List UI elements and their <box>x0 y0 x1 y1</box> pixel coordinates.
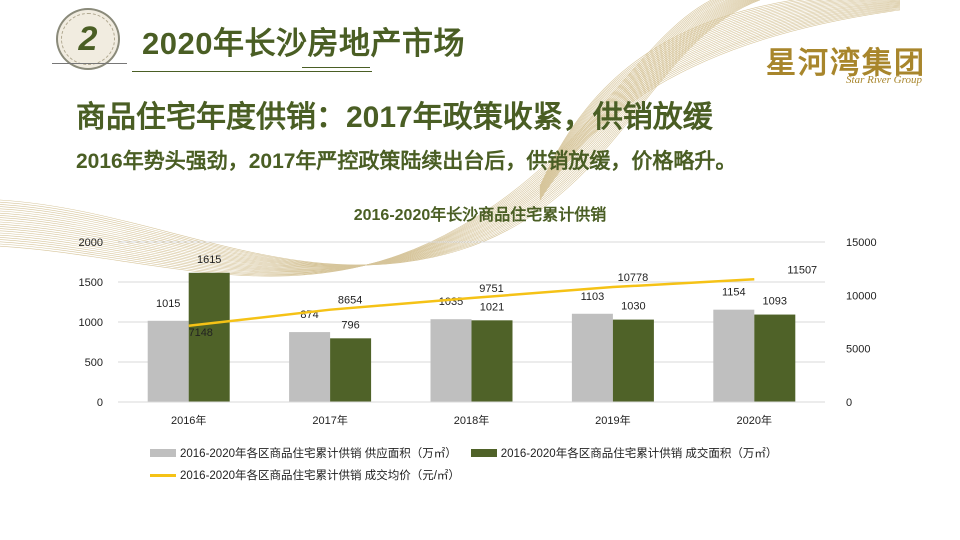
data-label-price: 8654 <box>338 295 362 307</box>
x-axis-label: 2018年 <box>454 413 489 427</box>
bar-supply <box>147 320 189 402</box>
subheadline: 2016年势头强劲，2017年严控政策陆续出台后，供销放缓，价格略升。 <box>76 150 737 173</box>
badge-ring <box>61 13 115 65</box>
right-axis-tick: 0 <box>846 397 852 409</box>
headline: 商品住宅年度供销：2017年政策收紧，供销放缓 <box>76 101 713 134</box>
chart-legend: 2016-2020年各区商品住宅累计供销 供应面积（万㎡） 2016-2020年… <box>150 442 791 486</box>
company-logo: 星河湾集团 Star River Group <box>700 38 950 94</box>
left-axis-tick: 0 <box>97 397 103 409</box>
bar-sales <box>330 338 372 402</box>
bar-supply <box>289 332 331 402</box>
data-label-sales: 1615 <box>197 254 221 266</box>
left-axis-tick: 500 <box>85 357 103 369</box>
bar-sales <box>754 314 796 402</box>
page-title: 2020年长沙房地产市场 <box>142 26 465 61</box>
section-badge: 2 <box>56 8 120 70</box>
legend-swatch-gray <box>150 449 176 457</box>
data-label-price: 11507 <box>787 264 817 276</box>
data-label-supply: 1103 <box>581 291 605 303</box>
legend-item-supply: 2016-2020年各区商品住宅累计供销 供应面积（万㎡） <box>150 445 457 461</box>
legend-label: 2016-2020年各区商品住宅累计供销 成交均价（元/㎡） <box>180 470 460 482</box>
title-underline-accent <box>302 67 370 68</box>
data-label-supply: 1015 <box>156 298 180 310</box>
logo-text-en: Star River Group <box>846 74 922 86</box>
bar-sales <box>612 319 654 402</box>
section-number: 2 <box>78 19 98 58</box>
legend-label: 2016-2020年各区商品住宅累计供销 供应面积（万㎡） <box>180 448 457 460</box>
title-underline <box>132 71 372 72</box>
left-axis-tick: 1000 <box>79 317 103 329</box>
price-line <box>188 278 755 327</box>
data-label-sales: 1021 <box>480 301 504 313</box>
legend-item-sales: 2016-2020年各区商品住宅累计供销 成交面积（万㎡） <box>470 445 778 461</box>
chart-title: 2016-2020年长沙商品住宅累计供销 <box>353 207 607 224</box>
bar-supply <box>430 319 472 402</box>
data-label-price: 7148 <box>188 327 212 339</box>
x-axis-label: 2016年 <box>171 413 206 427</box>
left-axis-tick: 2000 <box>79 237 103 249</box>
right-axis-tick: 5000 <box>846 344 870 356</box>
bar-supply <box>713 309 755 402</box>
right-axis-tick: 10000 <box>846 290 877 302</box>
data-label-sales: 1030 <box>621 301 645 313</box>
legend-item-price: 2016-2020年各区商品住宅累计供销 成交均价（元/㎡） <box>150 467 460 483</box>
badge-underline <box>52 63 127 64</box>
logo-text-cn: 星河湾集团 <box>766 46 926 81</box>
bar-supply <box>571 313 613 402</box>
data-label-supply: 1154 <box>722 287 746 299</box>
bar-sales <box>188 272 230 402</box>
right-axis-tick: 15000 <box>846 237 877 249</box>
legend-label: 2016-2020年各区商品住宅累计供销 成交面积（万㎡） <box>500 448 778 460</box>
data-label-sales: 796 <box>341 319 359 331</box>
bar-sales <box>471 320 513 402</box>
data-label-price: 9751 <box>479 283 503 295</box>
legend-swatch-yellow-line <box>150 473 176 477</box>
left-axis-tick: 1500 <box>79 277 103 289</box>
x-axis-label: 2019年 <box>595 413 630 427</box>
data-label-price: 10778 <box>618 272 649 284</box>
legend-swatch-green <box>470 449 497 457</box>
x-axis-label: 2020年 <box>737 413 772 427</box>
data-label-sales: 1093 <box>763 296 787 308</box>
x-axis-label: 2017年 <box>312 413 347 427</box>
